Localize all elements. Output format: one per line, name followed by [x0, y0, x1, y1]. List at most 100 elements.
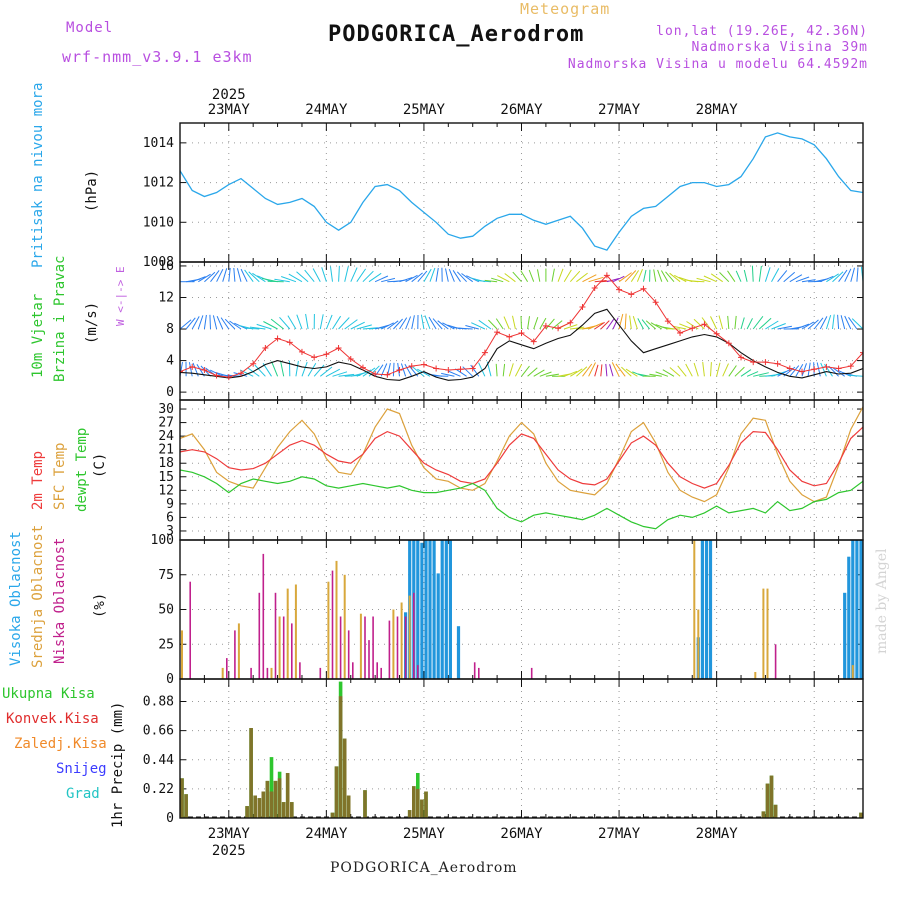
wind-gust-marker	[762, 359, 769, 366]
y-tick-label: 4	[166, 354, 174, 369]
wind-barb	[252, 272, 266, 283]
wind-barb	[198, 273, 211, 283]
y-tick-label: 100	[151, 533, 174, 548]
wind-barb	[655, 371, 669, 377]
low-cloud-bar	[473, 662, 476, 679]
wind-barb	[783, 271, 796, 283]
wind-barb	[771, 268, 780, 282]
wind-barb	[710, 362, 712, 377]
wind-barb	[502, 363, 506, 377]
wind-barb	[570, 326, 585, 330]
wind-gust-marker	[494, 329, 501, 336]
wind-barb	[753, 372, 769, 377]
wind-barb	[727, 315, 730, 330]
wind-barb	[789, 274, 803, 283]
wind-barb	[330, 266, 333, 282]
precip-convective-bar	[338, 696, 343, 818]
wind-barb	[271, 361, 279, 377]
wind-gust-marker	[530, 338, 537, 345]
wind-barb	[471, 322, 486, 330]
wind-barb	[458, 327, 473, 330]
wind-barb	[801, 279, 816, 283]
wind-barb	[621, 366, 632, 377]
precip-convective-bar	[424, 791, 428, 818]
wind-barb	[432, 318, 443, 330]
precip-convective-bar	[269, 791, 274, 818]
y-tick-label: 21	[158, 443, 174, 458]
precip-convective-bar	[261, 791, 266, 818]
precip-convective-bar	[407, 810, 412, 818]
wind-barb	[240, 268, 248, 282]
wind-barb	[563, 269, 572, 282]
low-cloud-bar	[530, 667, 533, 679]
wind-gust-marker	[180, 368, 183, 375]
wind-barb	[527, 367, 538, 377]
wind-barb	[495, 363, 498, 377]
wind-barb	[281, 276, 297, 283]
wind-gust-marker	[335, 344, 342, 351]
wind-barb	[399, 317, 408, 330]
wind-gust-marker	[664, 318, 671, 325]
wind-gust-marker	[457, 366, 464, 373]
wind-gust-marker	[677, 329, 684, 336]
panel-frame-pressure	[179, 122, 864, 263]
wind-barb	[301, 361, 308, 377]
wind-barb	[840, 315, 846, 330]
wind-speed-line	[180, 308, 863, 381]
wind-barb	[693, 362, 699, 377]
wind-barb	[445, 268, 449, 282]
y-tick-label: 15	[158, 470, 174, 485]
wind-barb	[295, 360, 299, 377]
wind-barb	[837, 314, 840, 330]
low-cloud-bar	[262, 553, 265, 679]
wind-barb	[832, 271, 844, 283]
wind-barb	[512, 315, 516, 330]
precip-convective-bar	[184, 794, 188, 818]
wind-barb	[629, 315, 632, 330]
wind-barb	[801, 321, 815, 330]
wind-barb	[795, 323, 810, 330]
y-tick-label: 1014	[143, 136, 174, 151]
wind-barb	[236, 268, 242, 282]
y-tick-label: 0	[166, 385, 174, 400]
wind-gust-marker	[603, 272, 610, 279]
wind-barb	[832, 367, 845, 377]
wind-barb	[411, 315, 415, 330]
precip-convective-bar	[346, 795, 351, 818]
y-tick-label: 25	[158, 637, 174, 652]
wind-barb	[447, 370, 461, 377]
y-tick-label: 6	[166, 510, 174, 525]
panel-pressure-plot	[180, 123, 863, 262]
bottom-date-label: 28MAY	[696, 826, 739, 842]
y-tick-label: 9	[166, 497, 174, 512]
wind-barb	[344, 266, 349, 282]
wind-barb	[816, 362, 821, 377]
wind-gust-marker	[274, 335, 281, 342]
wind-gust-marker	[445, 367, 452, 374]
wind-barb	[844, 315, 852, 330]
wind-barb	[476, 280, 492, 283]
y-tick-label: 50	[158, 603, 174, 618]
precip-convective-bar	[253, 795, 257, 818]
wind-gust-marker	[311, 354, 318, 361]
wind-barb	[325, 314, 333, 330]
wind-barb	[249, 326, 266, 330]
high-cloud-bar	[424, 540, 428, 679]
wind-barb	[319, 314, 324, 330]
wind-barb	[734, 315, 737, 330]
wind-barb	[545, 373, 559, 377]
wind-barb	[484, 279, 498, 283]
wind-barb	[701, 317, 711, 330]
wind-barb	[813, 317, 824, 330]
top-date-label: 27MAY	[598, 102, 641, 118]
y-tick-label: 1008	[143, 255, 174, 270]
high-cloud-bar	[851, 540, 855, 679]
precip-convective-bar	[334, 766, 339, 818]
wind-gust-marker	[847, 363, 854, 370]
wind-barb	[777, 368, 791, 377]
top-date-label: 25MAY	[403, 102, 446, 118]
wind-gust-marker	[713, 330, 720, 337]
wind-barb	[332, 371, 348, 377]
